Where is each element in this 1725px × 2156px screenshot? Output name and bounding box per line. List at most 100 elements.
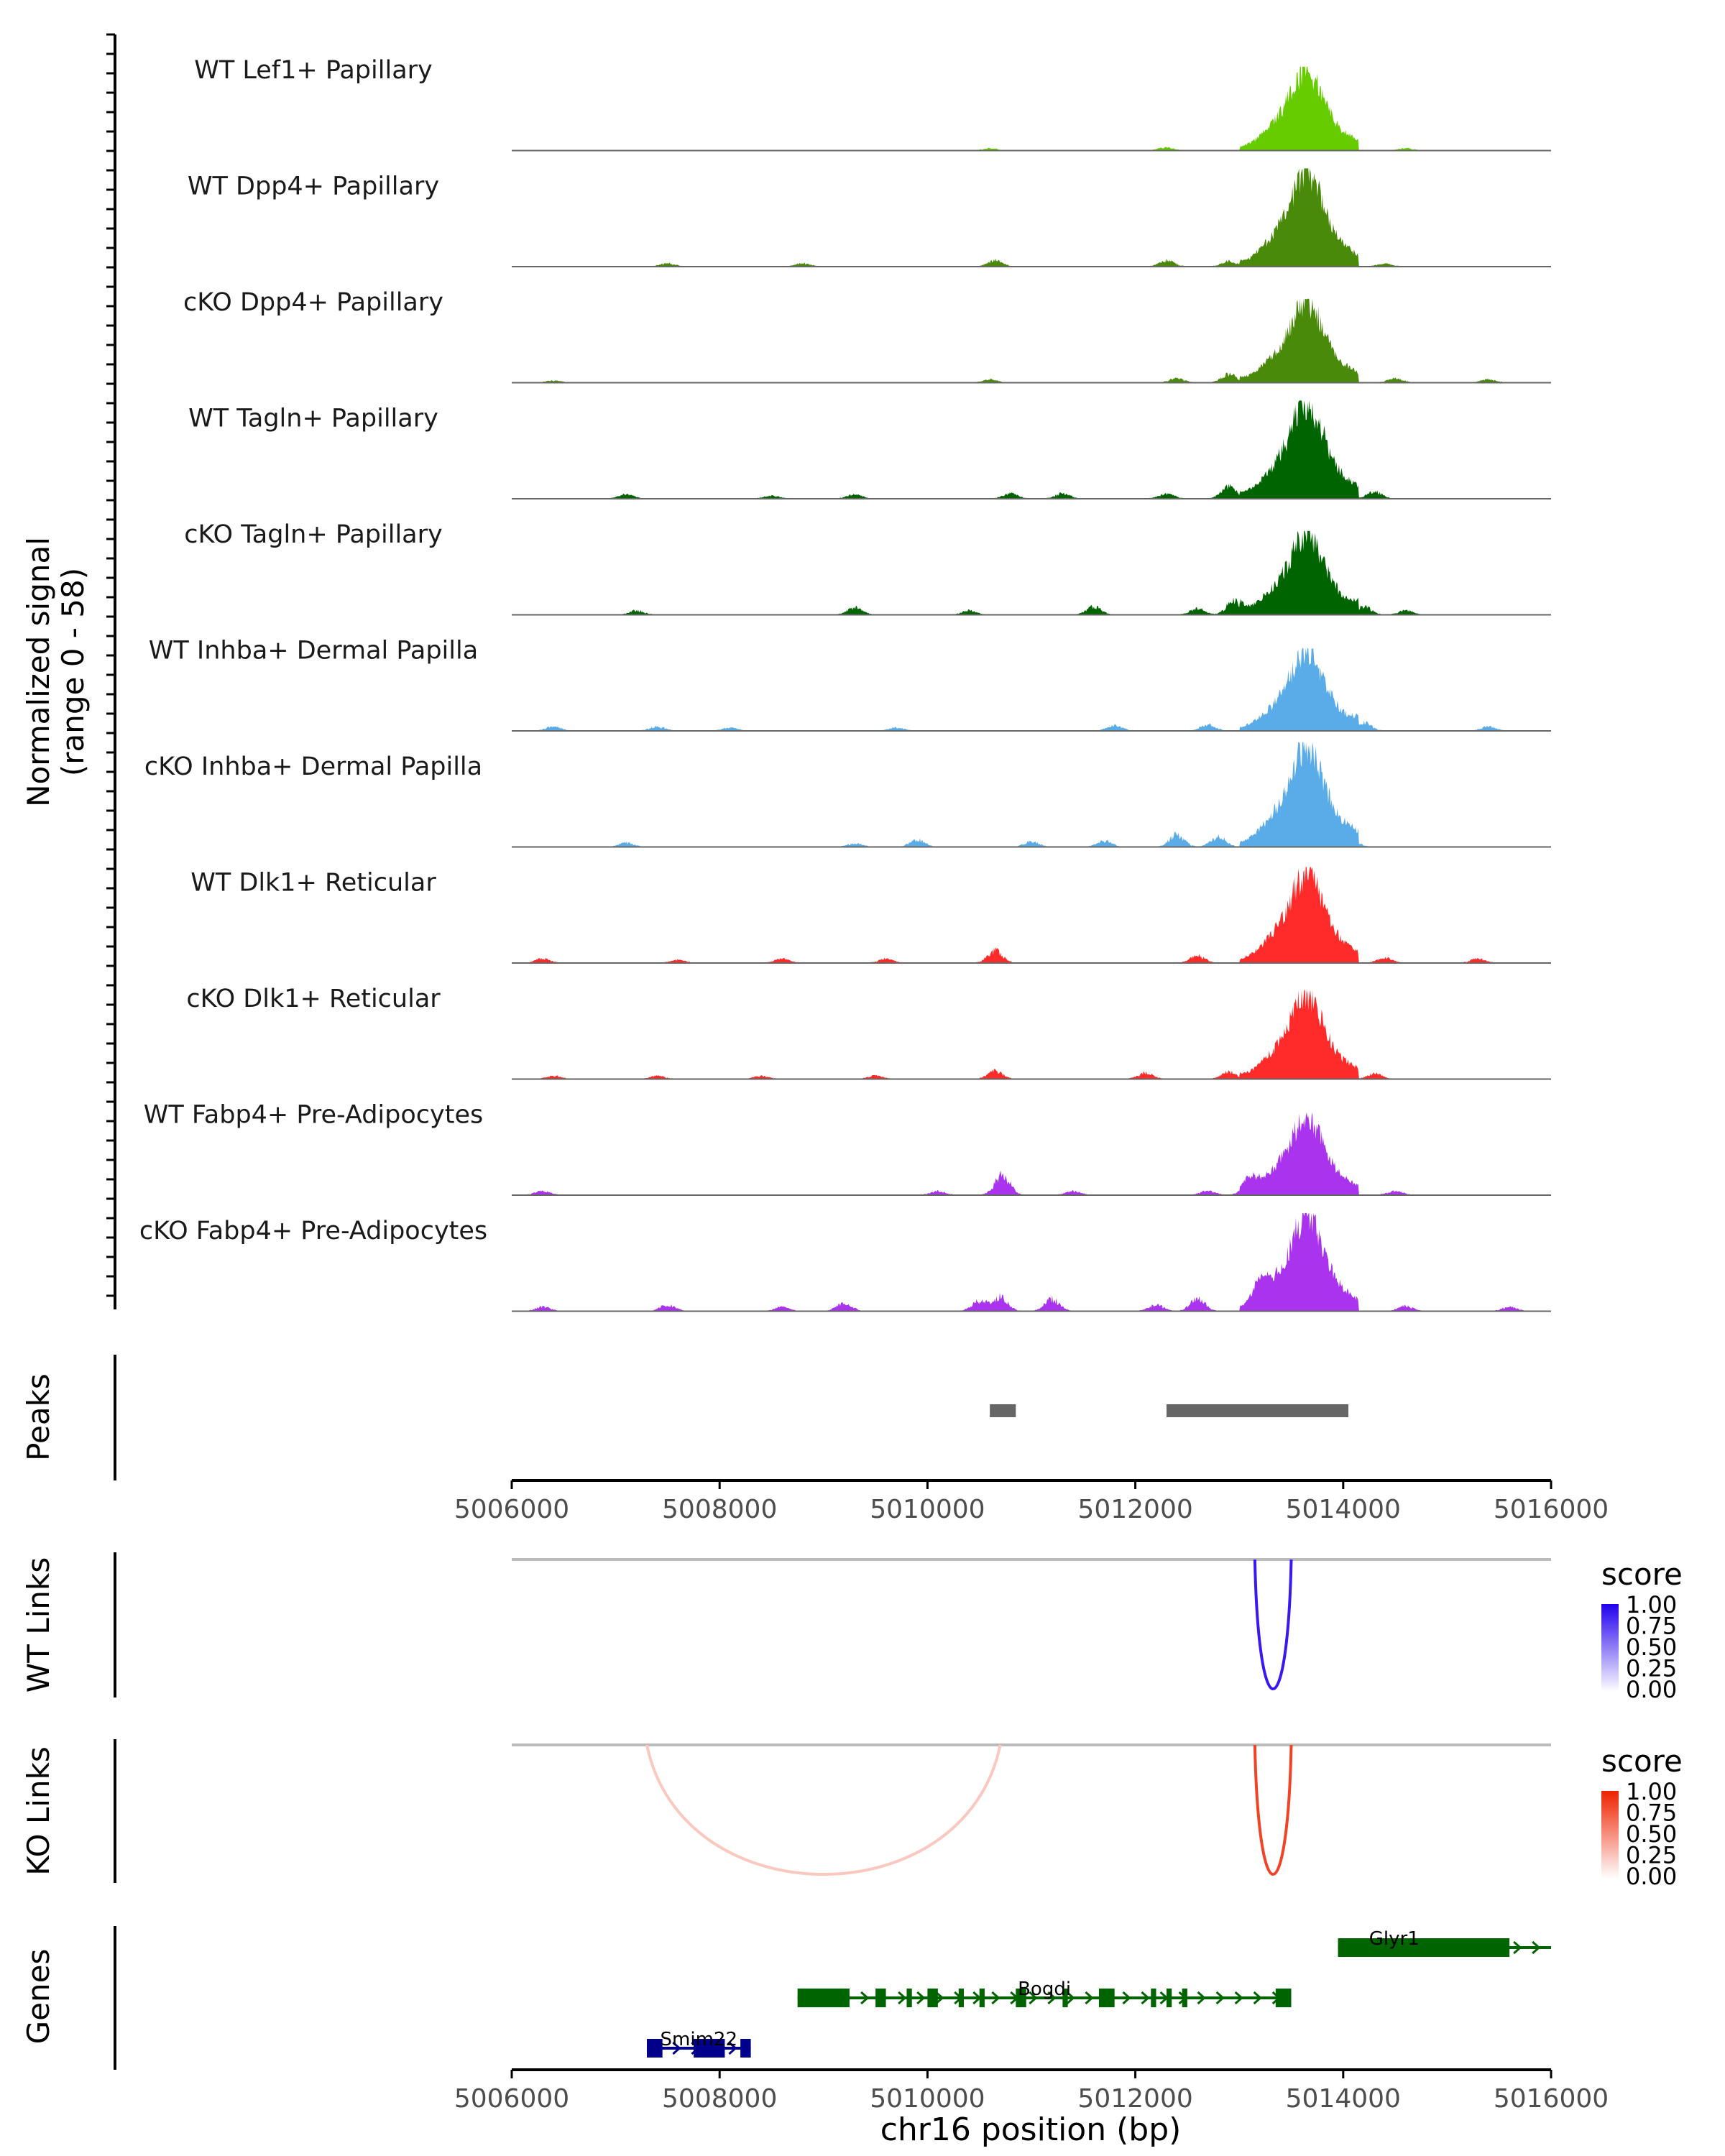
peak-region — [1166, 1404, 1349, 1417]
coverage-area — [512, 867, 1551, 963]
gene-name: Glyr1 — [1369, 1928, 1420, 1950]
legend-tick-label: 0.00 — [1626, 1863, 1677, 1890]
legend-tick-label: 0.00 — [1626, 1676, 1677, 1703]
coverage-track: WT Dlk1+ Reticular — [190, 867, 1551, 964]
wt-legend-colorbar — [1601, 1604, 1619, 1692]
coverage-y-axis-ticks — [106, 33, 115, 1297]
coverage-area — [512, 298, 1551, 383]
track-label: WT Dpp4+ Papillary — [188, 172, 439, 201]
track-label: WT Fabp4+ Pre-Adipocytes — [144, 1100, 483, 1129]
coverage-area — [512, 1212, 1551, 1312]
x-tick-label: 5006000 — [454, 2084, 569, 2114]
legend-tick-label: 0.75 — [1626, 1800, 1677, 1827]
x-tick-label: 5016000 — [1494, 2084, 1609, 2114]
gene-exon — [958, 1989, 965, 2007]
link-arc — [1253, 1744, 1293, 1876]
gene-exon — [1098, 1989, 1115, 2007]
x-tick-label: 5012000 — [1077, 2084, 1192, 2114]
strand-arrow — [1122, 1991, 1131, 2005]
strand-arrow — [1234, 1991, 1243, 2005]
x-axis-bottom: 5006000 5008000 5010000 5012000 5014000 50160… — [454, 2070, 1609, 2114]
x-tick-label: 5016000 — [1494, 1495, 1609, 1524]
coverage-track: cKO Dlk1+ Reticular — [186, 985, 1551, 1080]
coverage-track: WT Dpp4+ Papillary — [188, 168, 1551, 267]
wt-links-panel: WT Links score 1.000.750.500.250.00 — [21, 1552, 1683, 1703]
strand-arrow — [935, 1991, 944, 2005]
gene-exon — [1275, 1989, 1292, 2007]
strand-arrow — [860, 1991, 870, 2005]
legend-tick-label: 1.00 — [1626, 1778, 1677, 1805]
legend-tick-label: 0.75 — [1626, 1613, 1677, 1640]
wt-link-arcs — [1253, 1559, 1293, 1690]
x-tick-label: 5008000 — [662, 2084, 777, 2114]
coverage-track: cKO Dpp4+ Papillary — [183, 288, 1551, 384]
coverage-track: cKO Fabp4+ Pre-Adipocytes — [139, 1212, 1551, 1312]
coverage-area — [512, 1112, 1551, 1195]
coverage-area — [512, 400, 1551, 499]
strand-arrow — [1141, 1991, 1150, 2005]
gene-model: Glyr1 — [1338, 1928, 1551, 1957]
strand-arrow — [728, 2041, 737, 2055]
coverage-track: WT Tagln+ Papillary — [188, 400, 1551, 499]
gene-exon — [927, 1989, 938, 2007]
link-arc — [645, 1744, 1002, 1876]
gene-exon — [1338, 1938, 1510, 1957]
coverage-area — [512, 66, 1551, 151]
coverage-track: cKO Tagln+ Papillary — [184, 520, 1551, 616]
gene-exon — [1016, 1989, 1026, 2007]
track-label: cKO Inhba+ Dermal Papilla — [144, 752, 482, 781]
ko-links-panel: KO Links score 1.000.750.500.250.00 — [21, 1739, 1683, 1890]
strand-arrow — [1029, 1991, 1038, 2005]
coverage-area — [512, 530, 1551, 615]
gene-exon — [694, 2039, 725, 2058]
x-tick-label: 5010000 — [870, 2084, 985, 2114]
track-label: cKO Dlk1+ Reticular — [186, 985, 441, 1013]
ko-legend-title: score — [1601, 1743, 1683, 1779]
link-arc — [1253, 1559, 1293, 1690]
genes-label: Genes — [21, 1949, 56, 2045]
track-label: WT Inhba+ Dermal Papilla — [149, 636, 478, 665]
ko-legend-ticks: 1.000.750.500.250.00 — [1626, 1778, 1677, 1890]
gene-exon — [1166, 1989, 1172, 2007]
wt-legend-title: score — [1601, 1557, 1683, 1592]
strand-arrow — [1513, 1940, 1522, 1955]
gene-exon — [979, 1989, 985, 2007]
strand-arrow — [1532, 1940, 1541, 1955]
coverage-area — [512, 990, 1551, 1079]
gene-exon — [906, 1989, 912, 2007]
x-tick-label: 5008000 — [662, 1495, 777, 1524]
gene-exon — [1151, 1989, 1156, 2007]
ko-link-arcs — [645, 1744, 1293, 1876]
track-label: cKO Dpp4+ Papillary — [183, 288, 443, 317]
strand-arrow — [672, 2041, 681, 2055]
coverage-area — [512, 648, 1551, 731]
coverage-track: WT Lef1+ Papillary — [194, 56, 1551, 152]
gene-exon — [646, 2039, 663, 2058]
gene-models: Glyr1 Bogdi Smim22 — [646, 1928, 1551, 2058]
track-label: WT Tagln+ Papillary — [188, 404, 438, 433]
ko-score-legend: score 1.000.750.500.250.00 — [1601, 1743, 1683, 1890]
x-tick-label: 5014000 — [1286, 2084, 1401, 2114]
strand-arrow — [1215, 1991, 1225, 2005]
strand-arrow — [991, 1991, 1000, 2005]
legend-tick-label: 0.50 — [1626, 1820, 1677, 1848]
coverage-y-axis-label: Normalized signal — [21, 537, 56, 807]
wt-score-legend: score 1.000.750.500.250.00 — [1601, 1557, 1683, 1703]
strand-arrow — [1197, 1991, 1206, 2005]
track-label: cKO Fabp4+ Pre-Adipocytes — [139, 1217, 487, 1245]
strand-arrow — [1253, 1991, 1262, 2005]
coverage-y-axis-range: (range 0 - 58) — [55, 568, 91, 776]
legend-tick-label: 0.25 — [1626, 1842, 1677, 1869]
x-tick-label: 5014000 — [1286, 1495, 1401, 1524]
strand-arrow — [1047, 1991, 1057, 2005]
gene-exon — [875, 1989, 886, 2007]
coverage-area — [512, 168, 1551, 267]
strand-arrow — [898, 1991, 907, 2005]
gene-exon — [1182, 1989, 1187, 2007]
coverage-track: WT Inhba+ Dermal Papilla — [149, 636, 1551, 732]
gene-name: Smim22 — [661, 2029, 737, 2050]
gene-model: Smim22 — [646, 2029, 751, 2058]
x-axis-top: 5006000 5008000 5010000 5012000 5014000 50160… — [454, 1480, 1609, 1524]
legend-tick-label: 0.25 — [1626, 1655, 1677, 1682]
